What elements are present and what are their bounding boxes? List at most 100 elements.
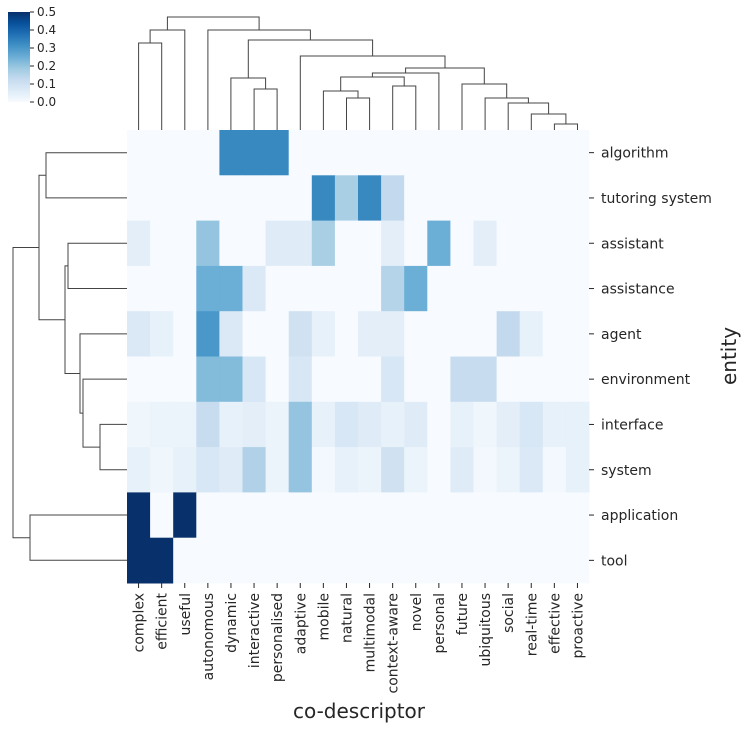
column-label: multimodal	[363, 593, 379, 672]
heatmap-cell	[358, 130, 382, 176]
heatmap-cell	[542, 220, 567, 267]
column-dendrogram-link	[461, 83, 508, 130]
row-dendrogram-link	[99, 423, 127, 471]
heatmap-cell	[265, 220, 290, 267]
heatmap-cell	[381, 401, 405, 448]
heatmap-cell	[265, 401, 290, 448]
column-label: useful	[178, 593, 194, 635]
colorbar-tick-label: 0.1	[37, 77, 56, 91]
heatmap-cell	[404, 401, 428, 448]
heatmap-cell	[150, 265, 174, 312]
heatmap-cell	[427, 130, 451, 176]
heatmap-cell	[311, 492, 336, 539]
heatmap-cell	[150, 311, 174, 357]
heatmap-cell	[334, 130, 359, 176]
heatmap-cell	[242, 537, 267, 584]
heatmap-cell	[219, 356, 243, 403]
column-dendrogram-link	[405, 67, 485, 84]
heatmap-cell	[496, 220, 521, 267]
heatmap-cell	[265, 447, 290, 493]
heatmap-cell	[450, 220, 474, 267]
colorbar-tick-label: 0.3	[37, 41, 56, 55]
heatmap-cell	[381, 220, 405, 267]
column-dendrogram-link	[553, 123, 578, 130]
row-dendrogram-link	[82, 378, 127, 448]
heatmap-cell	[519, 175, 544, 222]
row-label: interface	[601, 417, 663, 433]
column-dendrogram-link	[392, 85, 417, 130]
heatmap-cell	[288, 175, 313, 222]
heatmap-cell	[473, 492, 498, 539]
row-label: assistance	[601, 282, 675, 298]
heatmap-cell	[565, 311, 590, 357]
row-label: environment	[601, 372, 691, 388]
heatmap-cell	[358, 265, 382, 312]
heatmap-cell	[219, 447, 243, 493]
heatmap-cell	[358, 447, 382, 493]
heatmap-cell	[150, 356, 174, 403]
column-label: future	[455, 593, 471, 635]
heatmap-cell	[127, 130, 151, 176]
heatmap-cell	[173, 265, 197, 312]
heatmap-cell	[242, 311, 267, 357]
row-dendrogram-link	[45, 152, 127, 199]
column-dendrogram-link	[149, 29, 186, 130]
heatmap-cell	[127, 356, 151, 403]
heatmap-cell	[265, 265, 290, 312]
column-label: dynamic	[224, 593, 240, 653]
heatmap-cell	[196, 447, 220, 493]
column-label: personal	[432, 593, 448, 653]
heatmap-cell	[288, 220, 313, 267]
heatmap-cell	[127, 220, 151, 267]
column-label: real-time	[524, 593, 540, 656]
heatmap-cell	[473, 220, 498, 267]
heatmap-cell	[196, 356, 220, 403]
heatmap-cell	[381, 265, 405, 312]
colorbar: 0.0 0.1 0.2 0.3 0.4 0.5	[8, 5, 56, 109]
heatmap-cell	[311, 265, 336, 312]
heatmap-cell	[288, 130, 313, 176]
column-dendrogram-link	[530, 113, 567, 130]
column-label: effective	[547, 593, 563, 654]
heatmap-cell	[381, 130, 405, 176]
heatmap-cell	[404, 130, 428, 176]
heatmap-cell	[173, 492, 197, 539]
heatmap-cell	[311, 401, 336, 448]
heatmap-cell	[427, 265, 451, 312]
heatmap-cell	[288, 311, 313, 357]
heatmap-cell	[265, 492, 290, 539]
row-label: system	[601, 463, 652, 479]
column-dendrogram-link	[247, 39, 374, 78]
heatmap-cell	[473, 311, 498, 357]
heatmap-cell	[196, 492, 220, 539]
heatmap-cell	[173, 537, 197, 584]
heatmap-cell	[427, 220, 451, 267]
heatmap-cell	[196, 265, 220, 312]
heatmap-cell	[288, 537, 313, 584]
column-dendrogram-link	[340, 76, 405, 91]
heatmap-cell	[265, 175, 290, 222]
heatmap-cell	[127, 401, 151, 448]
heatmap-cell	[519, 447, 544, 493]
heatmap-cell	[473, 175, 498, 222]
heatmap-cell	[473, 265, 498, 312]
heatmap-cell	[150, 175, 174, 222]
heatmap-cell	[334, 537, 359, 584]
heatmap-cell	[311, 356, 336, 403]
heatmap-cell	[311, 130, 336, 176]
column-dendrogram-link	[346, 97, 371, 130]
heatmap-cell	[288, 492, 313, 539]
heatmap-cell	[265, 311, 290, 357]
heatmap-cell	[358, 492, 382, 539]
colorbar-tick-label: 0.4	[37, 23, 56, 37]
heatmap-cell	[127, 492, 151, 539]
heatmap-cell	[496, 492, 521, 539]
column-dendrogram-link	[230, 77, 267, 130]
heatmap-cell	[519, 492, 544, 539]
heatmap-cell	[358, 537, 382, 584]
heatmap-cell	[219, 537, 243, 584]
heatmap-cell	[404, 492, 428, 539]
column-label: natural	[339, 593, 355, 643]
heatmap-cell	[196, 537, 220, 584]
heatmap-cell	[542, 175, 567, 222]
